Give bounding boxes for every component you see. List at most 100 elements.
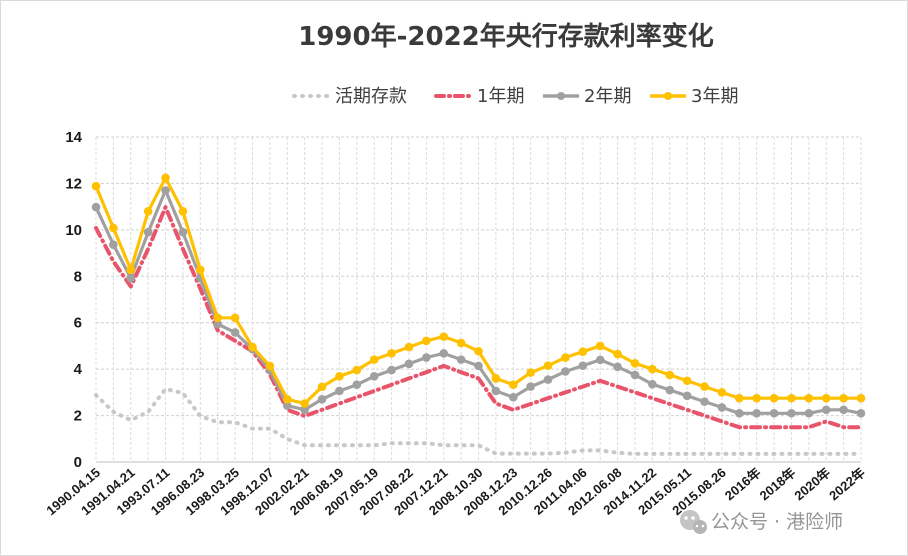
series-3-point-24	[508, 380, 518, 389]
series-2-point-15	[352, 380, 362, 389]
series-2-point-21	[456, 355, 466, 364]
series-1	[94, 205, 863, 430]
series-3-point-5	[178, 206, 188, 216]
y-tick-label-6: 12	[65, 175, 82, 192]
series-3-point-18	[404, 342, 414, 352]
legend-label-current: 活期存款	[335, 86, 407, 107]
series-2-point-42	[821, 405, 831, 415]
series-2-point-39	[769, 408, 779, 418]
series-3-point-3	[143, 206, 153, 216]
series-3-point-38	[752, 393, 761, 403]
series-3-point-15	[352, 365, 362, 375]
series-3-point-9	[248, 342, 257, 352]
legend: 活期存款 1年期 2年期 3年期	[292, 86, 738, 107]
series-2-point-18	[404, 359, 414, 369]
legend-label-2y: 2年期	[584, 86, 631, 107]
legend-item-1y: 1年期	[434, 86, 524, 107]
series-2-point-26	[543, 375, 553, 384]
series-2-point-5	[178, 227, 188, 237]
series-2-point-1	[109, 240, 118, 250]
series-3-point-8	[230, 313, 240, 323]
series-3-point-13	[317, 382, 327, 392]
series-2-point-31	[630, 370, 640, 380]
series-3-point-11	[282, 395, 292, 404]
series-2-point-0	[91, 202, 101, 212]
series-3-point-34	[682, 376, 692, 386]
series-line-1	[94, 205, 863, 430]
legend-label-3y: 3年期	[691, 86, 738, 107]
y-tick-label-0: 0	[74, 454, 82, 471]
legend-marker-2y	[557, 92, 565, 100]
series-3-point-22	[474, 346, 483, 356]
series-3-point-1	[109, 223, 118, 233]
series-2-point-28	[578, 361, 588, 370]
series-3-point-12	[300, 399, 309, 408]
series-2-point-13	[317, 395, 327, 404]
series-2-point-38	[752, 408, 761, 418]
series-2-point-4	[161, 186, 170, 195]
chart-title: 1990年-2022年央行存款利率变化	[298, 21, 714, 52]
series-3-point-31	[630, 359, 640, 368]
series-3-point-32	[648, 364, 657, 374]
legend-label-1y: 1年期	[477, 86, 524, 107]
series-2-point-3	[143, 227, 153, 237]
series-3-point-20	[439, 332, 449, 341]
series-2-point-35	[700, 397, 709, 406]
series-3-point-21	[456, 338, 466, 348]
series-2-point-41	[804, 408, 814, 418]
series-2-point-7	[213, 319, 223, 329]
series-3-point-17	[387, 349, 396, 358]
series-3-point-29	[595, 341, 605, 351]
series-2-point-11	[282, 401, 292, 410]
series-2-point-19	[422, 353, 431, 362]
legend-item-current: 活期存款	[292, 86, 407, 107]
series-2-point-14	[335, 386, 344, 396]
series-3-point-44	[856, 393, 866, 403]
x-tick-label-20: 2018年	[757, 465, 799, 503]
legend-item-3y: 3年期	[650, 86, 738, 107]
watermark: 公众号 · 港险师	[680, 510, 843, 534]
series-3-point-19	[422, 336, 431, 346]
series-3-point-37	[734, 393, 744, 403]
series-3-point-10	[265, 361, 275, 371]
series-2-point-37	[734, 408, 744, 418]
series-2-point-17	[387, 365, 396, 375]
series-3-point-36	[717, 388, 727, 397]
series-3-point-35	[700, 382, 709, 391]
series-3-point-25	[526, 368, 535, 377]
x-tick-label-21: 2020年	[791, 465, 833, 503]
series-2-point-16	[369, 372, 379, 381]
y-tick-label-1: 2	[74, 408, 82, 425]
series-2-point-40	[787, 408, 796, 418]
series-3-point-28	[578, 347, 588, 357]
series-3-point-30	[613, 349, 622, 359]
series-3-point-7	[213, 313, 223, 323]
series-2-point-2	[126, 273, 136, 283]
series-0	[94, 386, 863, 456]
series-3-point-41	[804, 393, 814, 403]
y-tick-label-4: 8	[74, 268, 82, 285]
series-3-point-42	[821, 393, 831, 403]
series-2-point-12	[300, 405, 309, 415]
y-tick-label-7: 14	[65, 129, 82, 146]
series-2-point-24	[508, 392, 518, 402]
series-2-point-23	[491, 386, 501, 396]
series-3-point-16	[369, 355, 379, 364]
series-3-point-39	[769, 393, 779, 403]
series-2-point-32	[648, 379, 657, 389]
grid	[95, 136, 862, 463]
series-3-point-14	[335, 372, 344, 381]
series-3-point-4	[161, 173, 170, 183]
y-tick-label-5: 10	[65, 222, 82, 239]
series-3-point-40	[787, 393, 796, 403]
series-2-point-43	[839, 405, 848, 415]
series-2-point-22	[474, 361, 483, 371]
series-layer	[91, 173, 866, 456]
series-2-point-30	[613, 362, 622, 372]
series-3	[91, 173, 866, 408]
legend-marker-3y	[664, 92, 672, 100]
series-3-point-2	[126, 265, 136, 275]
x-tick-label-22: 2022年	[826, 465, 868, 503]
